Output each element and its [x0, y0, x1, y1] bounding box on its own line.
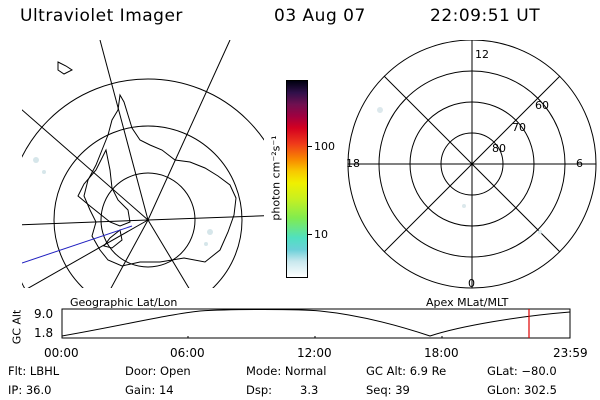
mlat-label-70: 70 — [512, 121, 526, 134]
altitude-curve — [61, 309, 571, 337]
left-panel-label: Geographic Lat/Lon — [70, 296, 178, 309]
meridian — [147, 40, 231, 221]
mlt-label-0: 0 — [468, 277, 475, 290]
colorbar-tick-10: 10 — [314, 228, 328, 241]
mlat-label-80: 80 — [492, 142, 506, 155]
mlt-line — [383, 75, 561, 253]
app-title: Ultraviolet Imager — [20, 6, 183, 26]
colorbar-tick — [307, 234, 312, 235]
filter-info: Flt: LBHL — [8, 364, 60, 378]
right-panel-label: Apex MLat/MLT — [426, 296, 509, 309]
gc-alt-info: GC Alt: 6.9 Re — [366, 364, 447, 378]
polar-plot — [347, 40, 597, 289]
timeline-plot — [61, 308, 571, 339]
glat-info: GLat: −80.0 — [487, 364, 557, 378]
date-label: 03 Aug 07 — [274, 6, 366, 26]
meridian — [27, 219, 149, 288]
mlt-label-12: 12 — [475, 48, 489, 61]
lat-circle — [22, 78, 264, 288]
mode-info: Mode: Normal — [246, 364, 327, 378]
ip-info: IP: 36.0 — [8, 383, 52, 397]
seq-info: Seq: 39 — [366, 383, 410, 397]
geographic-map — [22, 40, 264, 288]
glon-info: GLon: 302.5 — [487, 383, 557, 397]
mlt-label-6: 6 — [576, 157, 583, 170]
coastline — [83, 93, 237, 267]
door-info: Door: Open — [125, 364, 191, 378]
satellite-track — [22, 225, 133, 264]
meridian — [110, 219, 149, 288]
coastline — [57, 61, 73, 75]
colorbar-tick-100: 100 — [314, 140, 335, 153]
meridian — [22, 109, 149, 221]
timeline-xtick-2359: 23:59 — [553, 346, 588, 360]
timeline-xtick-1200: 12:00 — [297, 346, 332, 360]
meridian — [99, 40, 149, 221]
colorbar — [286, 80, 308, 278]
lat-circle — [100, 172, 196, 268]
lat-circle — [53, 125, 243, 288]
coastline — [103, 229, 123, 249]
timeline-ytick-bottom: 1.8 — [34, 326, 54, 340]
meridian — [22, 219, 149, 226]
timeline-xtick-0600: 06:00 — [170, 346, 205, 360]
dsp-value: 3.3 — [300, 383, 319, 397]
gain-info: Gain: 14 — [125, 383, 174, 397]
timeline-xtick-0000: 00:00 — [44, 346, 79, 360]
colorbar-tick — [307, 146, 312, 147]
timeline-xtick-1800: 18:00 — [424, 346, 459, 360]
coastline — [77, 148, 131, 227]
mlt-label-18: 18 — [346, 157, 360, 170]
timeline-ylabel: GC Alt — [10, 309, 24, 345]
dsp-label: Dsp: — [246, 383, 273, 397]
colorbar-unit-label: photon cm⁻²s⁻¹ — [269, 135, 283, 221]
mlat-label-60: 60 — [535, 99, 549, 112]
time-label: 22:09:51 UT — [430, 6, 541, 26]
meridian — [147, 219, 190, 288]
meridian — [147, 215, 264, 221]
timeline-ytick-top: 9.0 — [34, 307, 54, 321]
